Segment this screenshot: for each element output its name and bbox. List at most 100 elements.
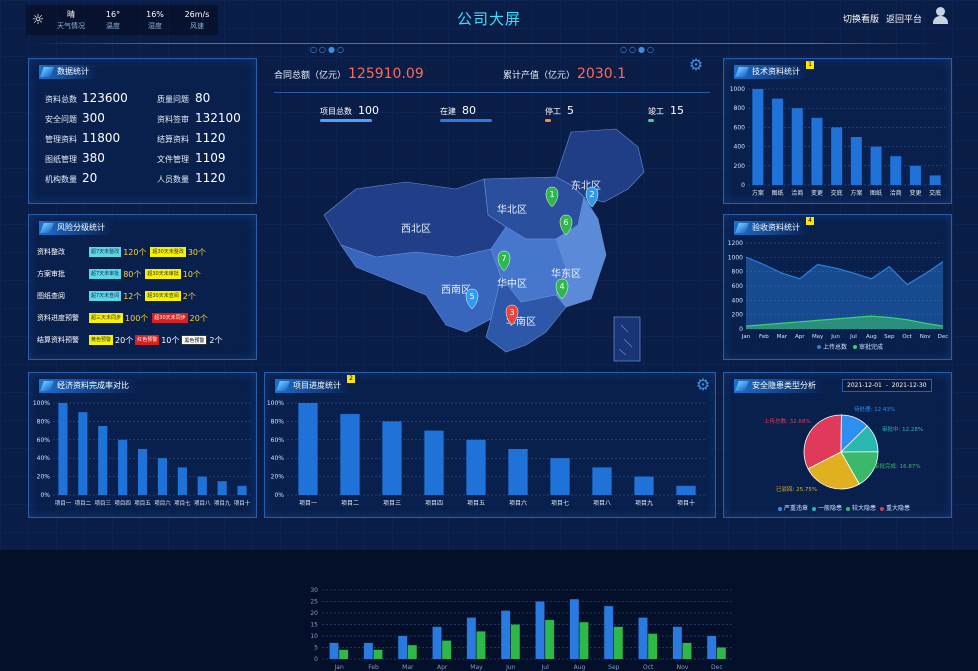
contract-value: 125910.09 xyxy=(348,66,424,82)
x-tick-label: 项目九 xyxy=(214,499,231,507)
x-tick-label: Mar xyxy=(402,664,414,671)
y-tick-label: 1000 xyxy=(730,86,745,93)
dots-indicator-right[interactable]: ○○●○ xyxy=(620,45,656,54)
bar xyxy=(237,485,247,495)
safety-title-text: 安全隐患类型分析 xyxy=(752,381,816,390)
map-pin-number: 3 xyxy=(509,308,514,317)
y-tick-label: 0% xyxy=(274,492,284,499)
risk-count: 80个 xyxy=(123,269,142,279)
x-tick-label: 项目三 xyxy=(383,500,401,507)
date-range-picker[interactable]: 2021-12-01 - 2021-12-30 xyxy=(842,379,932,392)
x-tick-label: Jul xyxy=(849,334,857,340)
bar xyxy=(579,622,589,659)
stat-value: 123600 xyxy=(82,91,128,105)
back-platform-link[interactable]: 返回平台 xyxy=(885,15,922,25)
contract-label: 合同总额（亿元） xyxy=(274,71,347,81)
bar xyxy=(772,98,784,185)
bar xyxy=(929,175,941,185)
stat-label: 资料总数 xyxy=(45,95,77,104)
x-tick-label: 项目五 xyxy=(467,500,485,507)
map-region-label: 西北区 xyxy=(401,223,431,235)
project-stat-bar xyxy=(320,119,372,122)
y-tick-label: 80% xyxy=(37,418,51,425)
x-tick-label: 项目一 xyxy=(55,500,72,507)
bar xyxy=(682,642,692,659)
bar xyxy=(811,117,823,185)
y-tick-label: 800 xyxy=(734,105,746,112)
risk-tag: 超30天未同步 xyxy=(152,313,188,323)
y-tick-label: 600 xyxy=(732,283,744,290)
x-tick-label: 项目一 xyxy=(299,500,317,507)
stat-label: 文件管理 xyxy=(157,155,189,164)
y-tick-label: 10 xyxy=(310,633,318,640)
weather-label: 天气情况 xyxy=(57,21,85,30)
switch-board-link[interactable]: 切换看版 xyxy=(842,15,879,25)
user-icon[interactable] xyxy=(932,7,948,25)
stat-item: 机构数量 20 xyxy=(45,171,97,185)
risk-row: 结算资料预警 黄色预警 20个 红色预警 10个 黑色预警 2个 xyxy=(37,333,225,347)
map-settings-gear-icon[interactable]: ⚙ xyxy=(688,55,704,74)
bar xyxy=(604,606,614,659)
series-line xyxy=(745,315,944,327)
dots-indicator-left[interactable]: ○○●○ xyxy=(310,45,346,54)
header-divider xyxy=(30,43,948,44)
x-tick-label: 交底 xyxy=(831,189,843,197)
map-region-label: 华北区 xyxy=(497,203,527,216)
acceptance-title-text: 验收资料统计 xyxy=(752,223,800,232)
risk-count: 30个 xyxy=(187,247,207,257)
x-tick-label: 图纸 xyxy=(772,189,784,197)
map-pin-icon[interactable]: 3 xyxy=(505,304,519,326)
y-tick-label: 0 xyxy=(739,326,743,333)
data-stats-title: 数据统计 xyxy=(39,65,97,79)
output-total: 累计产值（亿元） 2030.1 xyxy=(503,66,626,82)
x-tick-label: Jan xyxy=(334,664,344,671)
project-stat: 项目总数 100 xyxy=(320,104,379,117)
map-pin-icon[interactable]: 5 xyxy=(465,288,479,310)
bar xyxy=(716,647,726,659)
bar xyxy=(118,439,128,495)
legend-dot xyxy=(817,345,821,349)
map-pin-icon[interactable]: 7 xyxy=(497,250,511,272)
legend-dot xyxy=(812,506,817,511)
x-tick-label: 项目八 xyxy=(194,500,211,507)
y-tick-label: 400 xyxy=(734,144,746,151)
map-region-label: 华东区 xyxy=(551,267,581,280)
y-tick-label: 80% xyxy=(271,418,285,425)
stat-value: 1109 xyxy=(195,151,226,165)
bar xyxy=(638,617,648,659)
y-tick-label: 30 xyxy=(310,587,318,594)
series-area xyxy=(746,316,943,329)
x-tick-label: Jun xyxy=(830,334,840,340)
pie-slice xyxy=(803,414,842,470)
map-region-south xyxy=(485,276,567,353)
page-title: 公司大屏 xyxy=(456,10,521,28)
bar xyxy=(501,610,511,659)
stat-item: 图纸管理 380 xyxy=(45,151,105,165)
project-stat-value: 5 xyxy=(567,104,574,117)
bar xyxy=(407,645,417,659)
y-tick-label: 400 xyxy=(732,297,744,304)
y-tick-label: 600 xyxy=(734,124,746,131)
map-pin-icon[interactable]: 1 xyxy=(545,186,559,208)
risk-tag: 超三天未同步 xyxy=(89,313,124,323)
y-tick-label: 20 xyxy=(310,610,318,617)
map-region-label: 西南区 xyxy=(441,283,471,296)
tech-docs-title: 技术资料统计 1 xyxy=(734,61,814,79)
progress-title: 项目进度统计 2 xyxy=(275,375,355,393)
progress-settings-gear-icon[interactable]: ⚙ xyxy=(695,375,711,394)
progress-chart: 100% 80% 60% 40% 20% 0% 项目一 项目二 项目三 项目四 项目五 项目六 项目七 项… xyxy=(267,400,707,507)
risk-row: 资料整改 超7天未整改 120个 超30天未整改 30个 xyxy=(37,245,210,259)
map-pin-icon[interactable]: 6 xyxy=(559,214,573,236)
risk-count: 10个 xyxy=(182,269,201,279)
tech-docs-badge: 1 xyxy=(806,61,814,69)
stat-item: 结算资料 1120 xyxy=(157,131,226,145)
x-tick-label: Sep xyxy=(608,664,620,671)
project-stat-value: 80 xyxy=(462,104,476,117)
x-tick-label: Dec xyxy=(711,664,723,671)
pie-slice xyxy=(807,451,860,490)
map-pin-number: 2 xyxy=(589,190,594,199)
map-pin-icon[interactable]: 4 xyxy=(555,278,569,300)
map-pin-icon[interactable]: 2 xyxy=(585,186,599,208)
